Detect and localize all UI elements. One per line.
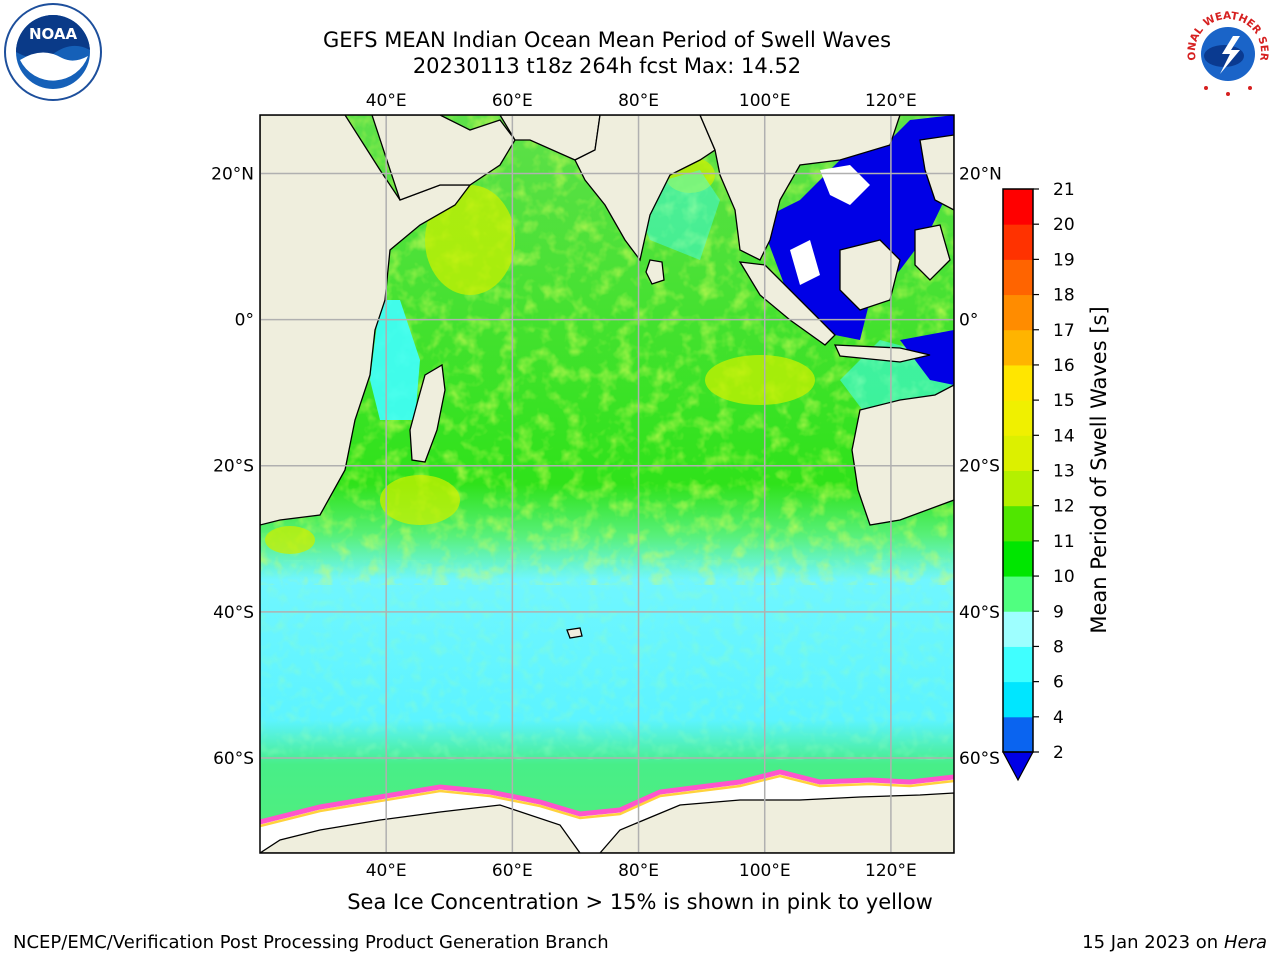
land-australia (851, 384, 954, 526)
land-india (574, 115, 716, 262)
colorbar-swatch-12 (1003, 294, 1033, 331)
colorbar-swatch-14 (1003, 224, 1033, 260)
lat-label-right-0: 20°N (959, 164, 1002, 184)
land-sri-lanka (645, 259, 665, 285)
noaa-logo: NOAA (2, 2, 104, 102)
colorbar-tick-label-2: 6 (1053, 673, 1064, 693)
colorbar-tick-label-4: 9 (1053, 602, 1064, 622)
lat-label-left-3: 40°S (213, 603, 254, 623)
colorbar-under-arrow (1001, 751, 1035, 782)
lat-label-left-0: 20°N (211, 164, 254, 184)
land-se-asia (699, 115, 901, 261)
chart-subtitle: 20230113 t18z 264h fcst Max: 14.52 (412, 54, 802, 78)
land-kerguelen (566, 627, 583, 639)
lat-label-right-2: 20°S (959, 457, 1000, 477)
colorbar-swatch-13 (1003, 259, 1033, 296)
lon-label-bottom-0: 40°E (366, 861, 407, 881)
lat-label-left-2: 20°S (213, 457, 254, 477)
land-philippines (919, 134, 954, 211)
colorbar-tick-label-8: 13 (1053, 462, 1075, 482)
colorbar-tick-label-10: 15 (1053, 391, 1075, 411)
colorbar-tick-label-5: 10 (1053, 567, 1075, 587)
colorbar-label: Mean Period of Swell Waves [s] (1087, 306, 1111, 633)
land-mask-holes (790, 165, 870, 285)
lon-label-bottom-2: 80°E (618, 861, 659, 881)
swell-period-texture-south (260, 560, 954, 760)
colorbar-tick-label-15: 20 (1053, 215, 1075, 235)
footer-date: 15 Jan 2023 on (1082, 932, 1224, 953)
lat-labels-right: 20°N 0° 20°S 40°S 60°S (959, 164, 1002, 769)
colorbar-swatch-9 (1003, 400, 1033, 436)
lat-label-left-1: 0° (235, 311, 254, 331)
lat-label-right-4: 60°S (959, 749, 1000, 769)
colorbar-swatch-2 (1003, 646, 1033, 683)
land-sulawesi (914, 224, 951, 281)
land-java (833, 344, 931, 363)
low-period-seas (760, 115, 954, 385)
land-madagascar (409, 363, 446, 463)
colorbar-tick-label-7: 12 (1053, 497, 1075, 517)
sea-ice-note: Sea Ice Concentration > 15% is shown in … (347, 890, 933, 914)
colorbar-swatch-10 (1003, 364, 1033, 401)
lon-label-top-1: 60°E (492, 91, 533, 111)
lon-label-top-0: 40°E (366, 91, 407, 111)
map-gridlines (260, 115, 954, 853)
colorbar-tick-label-9: 14 (1053, 426, 1075, 446)
lon-label-top-4: 120°E (865, 91, 917, 111)
colorbar-swatch-5 (1003, 540, 1033, 577)
footer-right: 15 Jan 2023 on Hera (1082, 932, 1267, 953)
colorbar-swatch-11 (1003, 329, 1033, 366)
colorbar-swatch-7 (1003, 470, 1033, 507)
colorbar-swatch-1 (1003, 681, 1033, 718)
map-frame (259, 114, 955, 854)
lat-label-right-3: 40°S (959, 603, 1000, 623)
lat-labels-left: 20°N 0° 20°S 40°S 60°S (211, 164, 254, 769)
land-antarctica (260, 792, 954, 853)
colorbar-tick-label-16: 21 (1053, 180, 1075, 200)
colorbar: 2 4 6 8 9 10 11 12 13 14 15 16 17 18 19 20 21 (1001, 180, 1075, 782)
nws-logo: NATIONAL WEATHER SERVICE (1178, 2, 1278, 102)
colorbar-tick-label-13: 18 (1053, 286, 1075, 306)
sea-ice-edge (260, 769, 954, 825)
footer-left: NCEP/EMC/Verification Post Processing Pr… (13, 932, 609, 953)
colorbar-tick-label-11: 16 (1053, 356, 1075, 376)
colorbar-swatch-0 (1003, 716, 1033, 753)
lon-labels-top: 40°E 60°E 80°E 100°E 120°E (366, 91, 917, 111)
colorbar-swatch-3 (1003, 611, 1033, 647)
lon-label-bottom-3: 100°E (739, 861, 791, 881)
lat-label-right-1: 0° (959, 311, 978, 331)
land-borneo (839, 239, 901, 311)
colorbar-swatch-6 (1003, 505, 1033, 542)
land-arabia (371, 115, 516, 201)
colorbar-tick-label-12: 17 (1053, 321, 1075, 341)
noaa-logo-text: NOAA (29, 25, 78, 43)
lon-label-bottom-4: 120°E (865, 861, 917, 881)
lat-label-left-4: 60°S (213, 749, 254, 769)
lon-label-top-2: 80°E (618, 91, 659, 111)
colorbar-tick-label-6: 11 (1053, 532, 1075, 552)
lon-label-top-3: 100°E (739, 91, 791, 111)
colorbar-swatch-15 (1003, 189, 1033, 225)
colorbar-tick-label-0: 2 (1053, 743, 1064, 763)
sea-ice-edge-inner (260, 774, 954, 828)
map-area (260, 115, 954, 853)
colorbar-tick-label-14: 19 (1053, 250, 1075, 270)
chart-title: GEFS MEAN Indian Ocean Mean Period of Sw… (322, 28, 892, 52)
colorbar-swatch-4 (1003, 576, 1033, 612)
lon-labels-bottom: 40°E 60°E 80°E 100°E 120°E (366, 861, 917, 881)
colorbar-tick-label-3: 8 (1053, 637, 1064, 657)
colorbar-swatch-8 (1003, 435, 1033, 471)
lon-label-bottom-1: 60°E (492, 861, 533, 881)
footer-machine: Hera (1223, 932, 1267, 953)
colorbar-tick-label-1: 4 (1053, 708, 1064, 728)
high-period-patches (265, 157, 815, 554)
